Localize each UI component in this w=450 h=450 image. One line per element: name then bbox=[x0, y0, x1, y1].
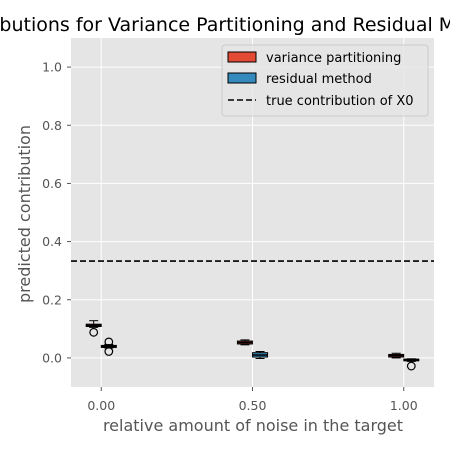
y-tick-label: 0.8 bbox=[42, 118, 62, 133]
x-axis-label: relative amount of noise in the target bbox=[103, 416, 403, 435]
box-plot bbox=[236, 339, 253, 346]
x-tick-label: 0.00 bbox=[87, 398, 115, 413]
x-tick-labels: 0.00 0.50 1.00 bbox=[87, 387, 418, 413]
box-plot bbox=[85, 320, 102, 337]
y-tick-label: 1.0 bbox=[42, 60, 62, 75]
legend-label-variance-partitioning: variance partitioning bbox=[266, 51, 401, 66]
y-tick-label: 0.0 bbox=[42, 350, 62, 365]
box-plot bbox=[252, 351, 269, 359]
legend-label-true-contribution: true contribution of X0 bbox=[266, 94, 414, 109]
box-plots bbox=[85, 320, 420, 371]
x-tick-label: 0.50 bbox=[239, 398, 267, 413]
y-tick-label: 0.6 bbox=[42, 176, 62, 191]
y-tick-labels: 0.0 0.2 0.4 0.6 0.8 1.0 bbox=[42, 60, 71, 365]
y-tick-label: 0.4 bbox=[42, 234, 62, 249]
legend-frame bbox=[221, 44, 429, 117]
box-plot bbox=[100, 337, 117, 356]
legend: variance partitioning residual method tr… bbox=[221, 44, 429, 117]
y-axis-label: predicted contribution bbox=[15, 125, 34, 303]
box-flier bbox=[406, 361, 416, 371]
x-tick-label: 1.00 bbox=[390, 398, 418, 413]
chart-title: Contributions for Variance Partitioning … bbox=[0, 14, 450, 36]
legend-swatch-residual-method bbox=[227, 72, 257, 84]
box-plot bbox=[403, 358, 420, 371]
box-flier bbox=[104, 337, 114, 347]
box-plot bbox=[388, 352, 405, 359]
grid bbox=[71, 38, 434, 387]
legend-label-residual-method: residual method bbox=[266, 72, 372, 87]
box-flier bbox=[104, 347, 114, 356]
legend-swatch-variance-partitioning bbox=[227, 51, 257, 63]
box-flier bbox=[89, 327, 99, 337]
y-tick-label: 0.2 bbox=[42, 292, 62, 307]
